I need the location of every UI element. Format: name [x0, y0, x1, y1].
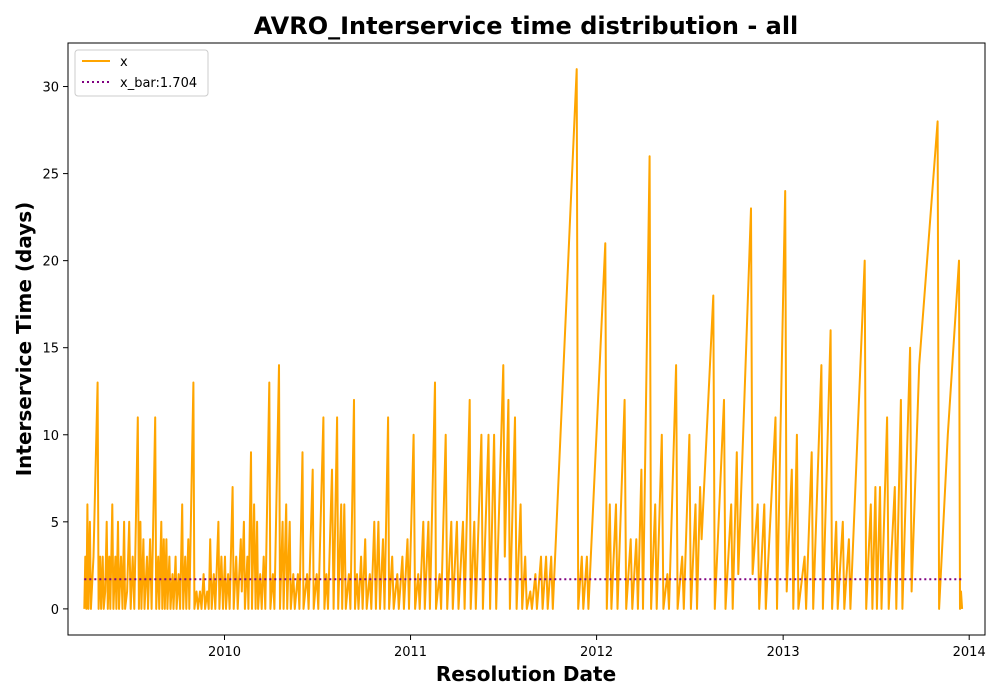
- x-tick-label: 2012: [580, 645, 613, 660]
- y-tick-label: 0: [51, 603, 59, 618]
- y-tick-label: 30: [42, 81, 59, 96]
- y-axis-ticks: 0 5 10 15 20 25 30: [42, 81, 68, 618]
- y-tick-label: 5: [51, 516, 59, 531]
- plot-frame: [67, 42, 986, 636]
- x-axis-label: Resolution Date: [436, 662, 616, 686]
- y-tick-label: 20: [42, 255, 59, 270]
- legend-label-x-bar: x_bar:1.704: [120, 76, 197, 91]
- legend: x x_bar:1.704: [74, 49, 209, 97]
- x-tick-label: 2010: [208, 645, 241, 660]
- plot-data: [83, 68, 964, 610]
- y-tick-label: 15: [42, 342, 59, 357]
- y-tick-label: 10: [42, 429, 59, 444]
- x-tick-label: 2013: [767, 645, 800, 660]
- x-axis-ticks: 2010 2011 2012 2013 2014: [208, 635, 986, 660]
- legend-label-x: x: [120, 55, 128, 70]
- chart-title: AVRO_Interservice time distribution - al…: [254, 12, 799, 40]
- x-tick-label: 2014: [953, 645, 986, 660]
- x-tick-label: 2011: [394, 645, 427, 660]
- series-x-line: [83, 68, 964, 610]
- y-axis-label: Interservice Time (days): [12, 202, 36, 477]
- y-tick-label: 25: [42, 168, 59, 183]
